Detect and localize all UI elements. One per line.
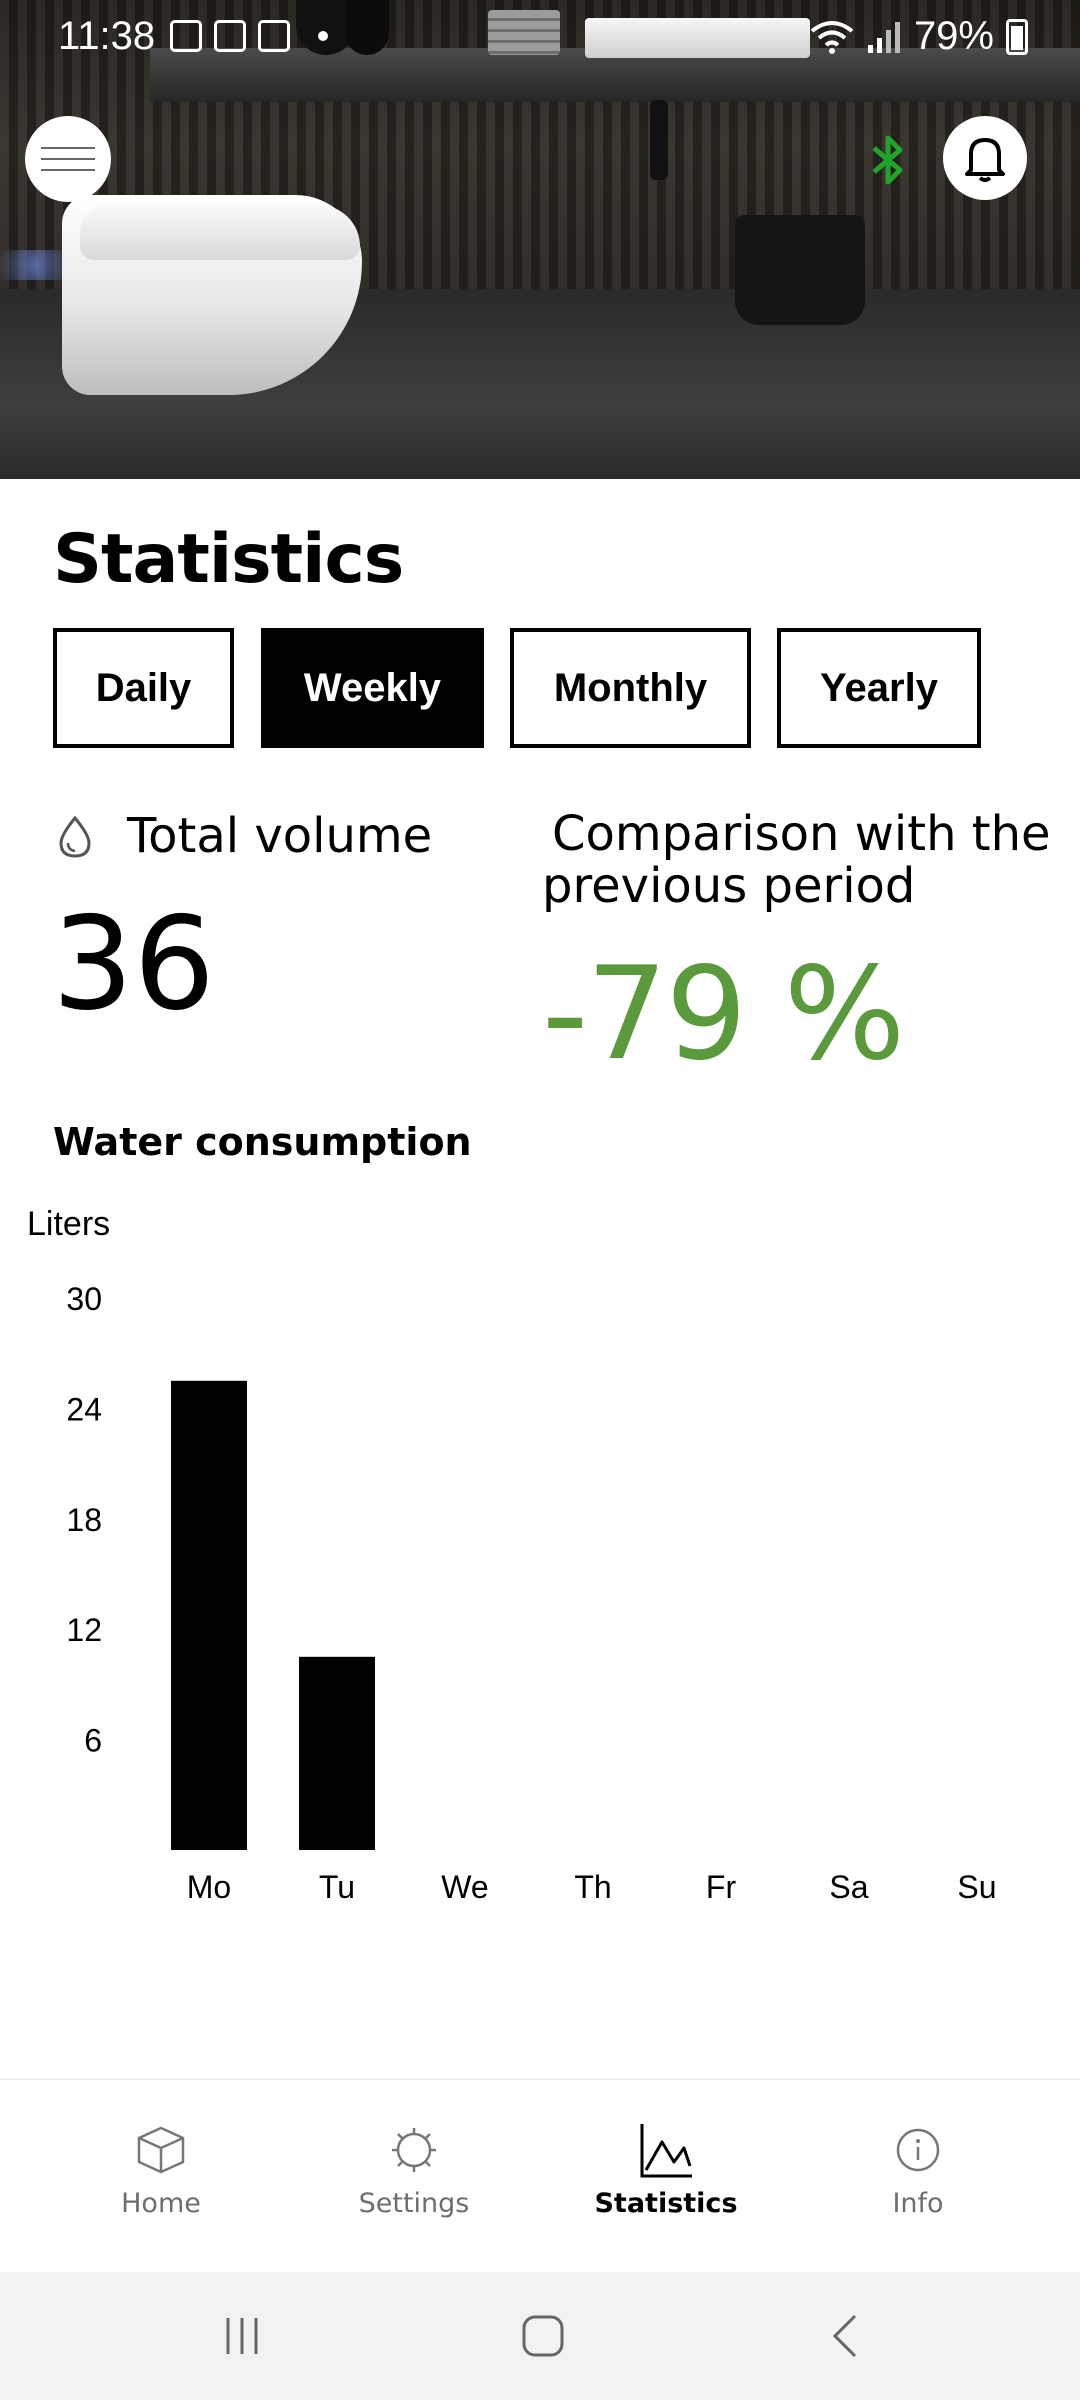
nav-home-label: Home — [121, 2188, 201, 2219]
status-right: 79% — [810, 14, 1028, 59]
signal-icon — [867, 21, 900, 53]
bottom-navigation: Home Settings Statistics Info — [0, 2078, 1080, 2272]
battery-icon — [1006, 18, 1028, 55]
chart-bar-tu — [299, 1656, 375, 1850]
wifi-icon — [810, 20, 854, 54]
y-axis-label: Liters — [27, 1205, 111, 1243]
nav-info-label: Info — [892, 2188, 944, 2219]
hero-image — [0, 0, 1080, 479]
comparison-label: Comparison with the previous period — [542, 806, 1051, 914]
gear-icon — [392, 2128, 436, 2172]
page-title: Statistics — [53, 520, 404, 599]
comparison-value: -79 % — [542, 940, 905, 1089]
recents-button[interactable] — [182, 2272, 302, 2400]
back-button[interactable] — [787, 2272, 907, 2400]
hero-light — [0, 250, 70, 280]
x-tick-label: Mo — [187, 1869, 231, 1905]
total-volume-label: Total volume — [127, 808, 433, 864]
nav-settings[interactable]: Settings — [314, 2080, 514, 2274]
hero-bin — [735, 215, 865, 325]
system-navigation-bar — [0, 2272, 1080, 2400]
more-notifications-icon — [318, 31, 328, 41]
alert-icon — [214, 20, 246, 52]
menu-icon — [41, 158, 95, 160]
x-tick-label: We — [441, 1869, 488, 1905]
x-tick-label: Fr — [706, 1869, 737, 1905]
back-chevron-icon — [832, 2314, 857, 2358]
x-tick-label: Su — [957, 1869, 996, 1905]
water-drop-icon — [59, 815, 91, 858]
cube-icon — [137, 2126, 185, 2174]
tab-monthly[interactable]: Monthly — [510, 628, 751, 748]
menu-icon — [41, 169, 95, 171]
home-button[interactable] — [483, 2272, 603, 2400]
hero-towels — [488, 10, 560, 55]
status-time: 11:38 — [58, 14, 156, 58]
status-bar: 11:38 79% — [0, 0, 1080, 80]
nav-home[interactable]: Home — [61, 2080, 261, 2274]
x-tick-label: Sa — [829, 1869, 868, 1905]
x-tick-label: Tu — [319, 1869, 355, 1905]
nav-statistics-label: Statistics — [594, 2188, 738, 2219]
nav-statistics[interactable]: Statistics — [566, 2080, 766, 2274]
hero-faucet — [650, 100, 668, 180]
chart-title: Water consumption — [53, 1120, 472, 1164]
hero-sink — [585, 18, 810, 58]
y-tick-label: 12 — [66, 1612, 102, 1648]
notification-icons — [170, 20, 328, 52]
hero-vase — [345, 0, 389, 55]
menu-button[interactable] — [25, 116, 111, 202]
tab-yearly[interactable]: Yearly — [777, 628, 981, 748]
voicemail-icon — [258, 20, 290, 52]
y-tick-label: 18 — [66, 1502, 102, 1538]
hero-toilet-lid — [80, 205, 360, 260]
notifications-button[interactable] — [943, 116, 1027, 200]
menu-icon — [41, 147, 95, 149]
recents-icon — [226, 2318, 258, 2354]
nav-info[interactable]: Info — [818, 2080, 1018, 2274]
bluetooth-icon[interactable] — [868, 132, 908, 188]
total-volume-value: 36 — [52, 890, 215, 1039]
y-tick-label: 24 — [66, 1391, 102, 1427]
info-icon — [896, 2128, 940, 2172]
y-tick-label: 30 — [66, 1281, 102, 1317]
home-square-icon — [522, 2315, 564, 2357]
nav-settings-label: Settings — [358, 2188, 470, 2219]
tab-daily[interactable]: Daily — [53, 628, 234, 748]
y-tick-label: 6 — [84, 1723, 102, 1759]
chart-icon — [640, 2124, 692, 2178]
bell-icon — [965, 138, 1005, 182]
x-tick-label: Th — [574, 1869, 611, 1905]
tab-weekly[interactable]: Weekly — [261, 628, 484, 748]
chart-bar-mo — [171, 1380, 247, 1850]
water-consumption-chart: 6 12 18 24 30 Mo Tu We Th Fr Sa Su — [66, 1281, 996, 1905]
battery-percent: 79% — [913, 14, 994, 58]
gallery-icon — [170, 20, 202, 52]
